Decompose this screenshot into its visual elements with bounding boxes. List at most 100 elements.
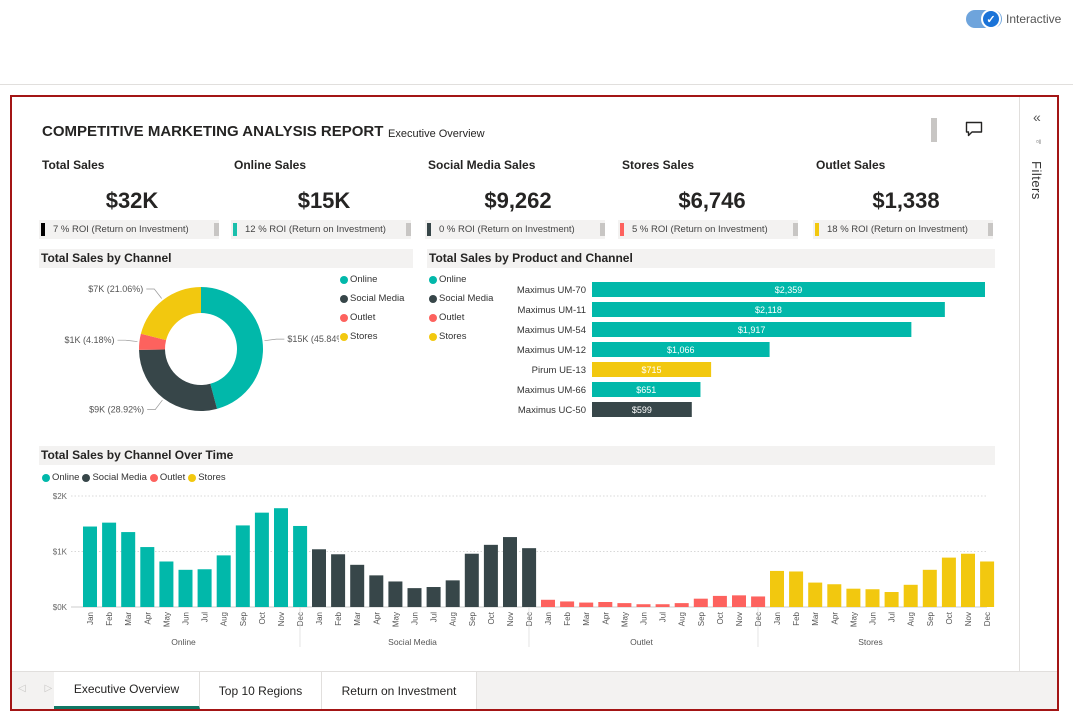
time-bar [522,548,537,607]
time-month-label: Feb [334,611,343,625]
product-bar-value: $1,066 [667,345,695,355]
product-category-label: Maximus UM-66 [517,385,586,396]
product-bar [592,402,692,417]
time-bar [980,561,995,607]
social-media-dot-icon [429,294,437,303]
time-month-label: Jan [773,612,782,625]
kpi-outlet-sales: Outlet Sales $1,338 [816,158,996,214]
roi-bar: 0 % ROI (Return on Investment) [425,220,605,239]
collapse-chevron-icon[interactable]: « [1033,109,1041,125]
donut-data-label: $7K (21.06%) [88,284,143,294]
time-group-label: Stores [858,637,883,647]
legend-item[interactable]: Outlet [340,308,404,327]
time-month-label: Jan [544,612,553,625]
legend-item[interactable]: Online [42,472,79,483]
report-title: COMPETITIVE MARKETING ANALYSIS REPORT [42,123,384,140]
legend-item[interactable]: Online [429,270,493,289]
time-bar [732,595,746,607]
donut-leader-line [147,399,163,410]
legend-item[interactable]: Social Media [429,289,493,308]
page-nav-arrows-icon[interactable]: ◁ ▷ [18,683,61,694]
time-month-label: Mar [124,612,133,626]
time-group-label: Outlet [630,637,653,647]
time-month-label: Jul [888,612,897,622]
product-bar-chart[interactable]: Maximus UM-70 $2,359 Maximus UM-11 $2,118 Ma… [492,280,992,428]
time-bar [560,601,575,607]
comment-icon[interactable] [965,121,983,137]
product-category-label: Pirum UE-13 [532,365,586,376]
interactive-toggle[interactable]: ✓ [966,9,1002,29]
kpi-value: $1,338 [872,188,940,213]
time-bar [903,584,918,607]
legend-item[interactable]: Stores [429,327,493,346]
legend-item[interactable]: Online [340,270,404,289]
online-dot-icon [340,275,348,284]
legend-item[interactable]: Stores [188,472,226,483]
time-month-label: Feb [105,611,114,625]
time-y-tick-label: $0K [53,603,68,612]
online-dot-icon [42,473,50,482]
product-category-label: Maximus UM-11 [518,305,586,316]
time-bar [865,589,880,607]
kpi-title: Online Sales [234,158,307,172]
legend-label: Online [350,274,378,285]
roi-bar: 5 % ROI (Return on Investment) [618,220,798,239]
time-bar [693,598,708,607]
time-card-title: Total Sales by Channel Over Time [39,446,995,465]
time-month-label: Mar [353,612,362,626]
time-month-label: Sep [697,611,706,626]
time-bar [483,544,498,607]
time-month-label: Aug [678,612,687,626]
product-bar [592,282,985,297]
time-month-label: Aug [907,612,916,626]
time-bar-chart[interactable]: $2K $1K $0K Jan Feb Mar Apr May Jun Jul Aug Sep Oct N… [39,488,999,653]
time-bar [751,596,766,607]
kpi-value: $6,746 [678,188,746,213]
time-bar [312,549,326,607]
time-month-label: May [391,612,400,627]
time-bar [178,569,193,607]
roi-bar: 12 % ROI (Return on Investment) [231,220,411,239]
time-group-label: Online [171,637,196,647]
legend-item[interactable]: Outlet [429,308,493,327]
time-month-label: Oct [258,611,267,624]
report-canvas: COMPETITIVE MARKETING ANALYSIS REPORT Ex… [12,97,1020,671]
tab-return-on-investment[interactable]: Return on Investment [322,672,477,709]
time-bar [235,525,250,607]
header-scroll-indicator [931,118,937,142]
time-bar [789,571,804,607]
roi-bar-end [988,223,993,236]
filters-label[interactable]: Filters [1029,161,1044,200]
filter-icon: ▫ı [1036,137,1042,146]
time-month-label: Oct [716,611,725,624]
legend-item[interactable]: Social Media [82,472,147,483]
time-month-label: Sep [239,611,248,626]
time-month-label: May [849,612,858,627]
donut-data-label: $15K (45.84%) [287,334,339,344]
product-category-label: Maximus UM-54 [517,325,586,336]
legend-item[interactable]: Social Media [340,289,404,308]
donut-legend: Online Social Media Outlet Stores [340,270,404,346]
legend-item[interactable]: Stores [340,327,404,346]
legend-label: Online [52,472,80,483]
kpi-online-sales: Online Sales $15K [234,158,414,214]
time-month-label: Aug [220,612,229,626]
tab-top-10-regions[interactable]: Top 10 Regions [200,672,322,709]
time-month-label: Jun [182,612,191,625]
roi-swatch [233,223,237,236]
donut-leader-line [117,339,138,342]
tab-executive-overview[interactable]: Executive Overview [54,672,200,709]
donut-chart[interactable]: $15K (45.84%) $9K (28.92%) $1K (4.18%) $7K … [39,272,339,422]
online-dot-icon [429,275,437,284]
time-month-label: Jul [201,612,210,622]
product-category-label: Maximus UM-12 [517,345,586,356]
time-bar [159,561,174,607]
time-month-label: Nov [964,612,973,626]
time-month-label: Dec [754,612,763,626]
outlet-dot-icon [429,313,437,322]
donut-leader-line [264,338,285,342]
time-bar [102,522,117,607]
product-bar [592,362,712,377]
stores-dot-icon [429,332,437,341]
legend-item[interactable]: Outlet [149,472,185,483]
